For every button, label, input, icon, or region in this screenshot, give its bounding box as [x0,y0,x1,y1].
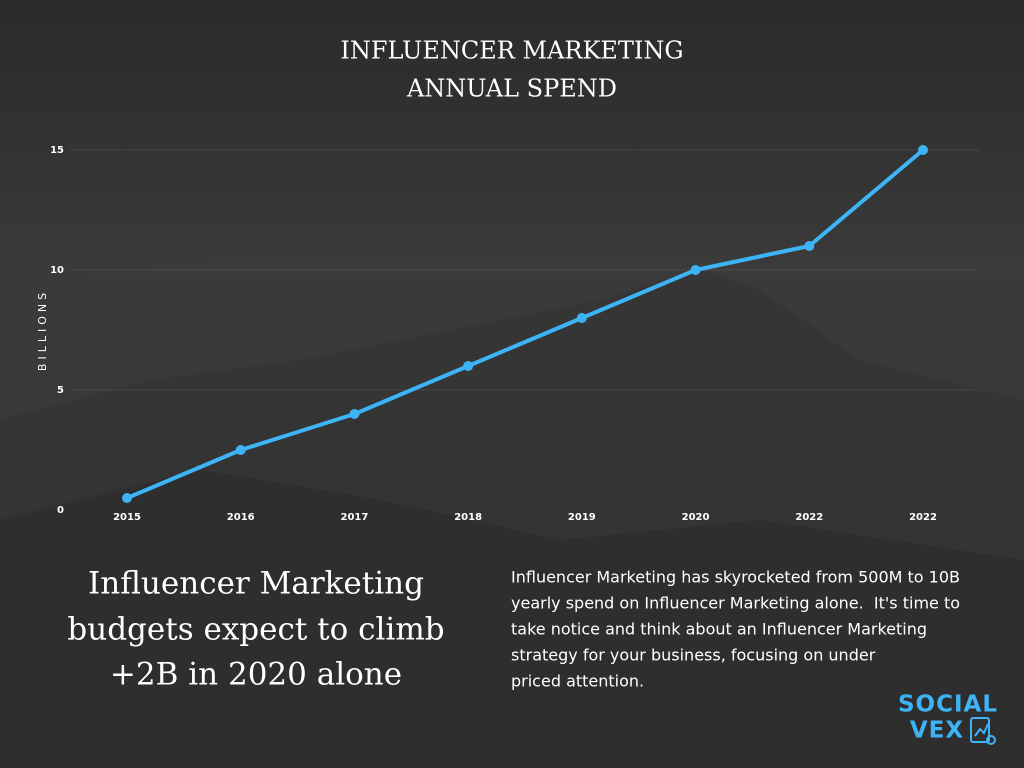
y-axis-label: BILLIONS [36,289,49,371]
body-text: priced attention. [511,672,644,691]
x-tick-label: 2016 [227,512,255,523]
x-tick-label: 2017 [341,512,369,523]
plot-area: 0 5 10 15 2015 2016 2017 2018 2019 2020 2022 2022 [50,145,980,523]
body-text: yearly spend on Influencer Marketing alo… [511,594,960,613]
data-point [918,145,928,155]
body-text: take notice and think about an Influence… [511,620,927,639]
data-point [804,241,815,251]
chart-title: INFLUENCER MARKETING [340,37,683,65]
y-tick-label: 15 [50,145,64,156]
chart-title: ANNUAL SPEND [406,75,617,103]
x-tick-label: 2019 [568,512,596,523]
y-tick-label: 0 [57,505,64,516]
data-point [349,409,360,419]
data-point [576,313,587,323]
data-line [126,148,925,500]
data-point [235,445,246,455]
data-point [690,265,701,275]
mountain-near [0,470,1024,768]
x-tick-label: 2022 [909,512,937,523]
logo-icon [970,717,996,745]
headline: Influencer Marketing [88,566,424,602]
logo-text: VEX [910,718,964,744]
x-tick-label: 2022 [795,512,823,523]
data-point [122,493,132,503]
logo-text: SOCIAL [898,692,998,718]
headline: +2B in 2020 alone [110,657,402,693]
data-point [463,361,474,371]
body-text: Influencer Marketing has skyrocketed fro… [511,568,960,587]
x-tick-label: 2020 [682,512,710,523]
body-text: strategy for your business, focusing on … [511,646,876,665]
y-tick-label: 5 [57,385,64,396]
x-tick-label: 2015 [113,512,141,523]
headline: budgets expect to climb [67,612,444,648]
y-tick-label: 10 [50,265,64,276]
x-tick-label: 2018 [454,512,482,523]
